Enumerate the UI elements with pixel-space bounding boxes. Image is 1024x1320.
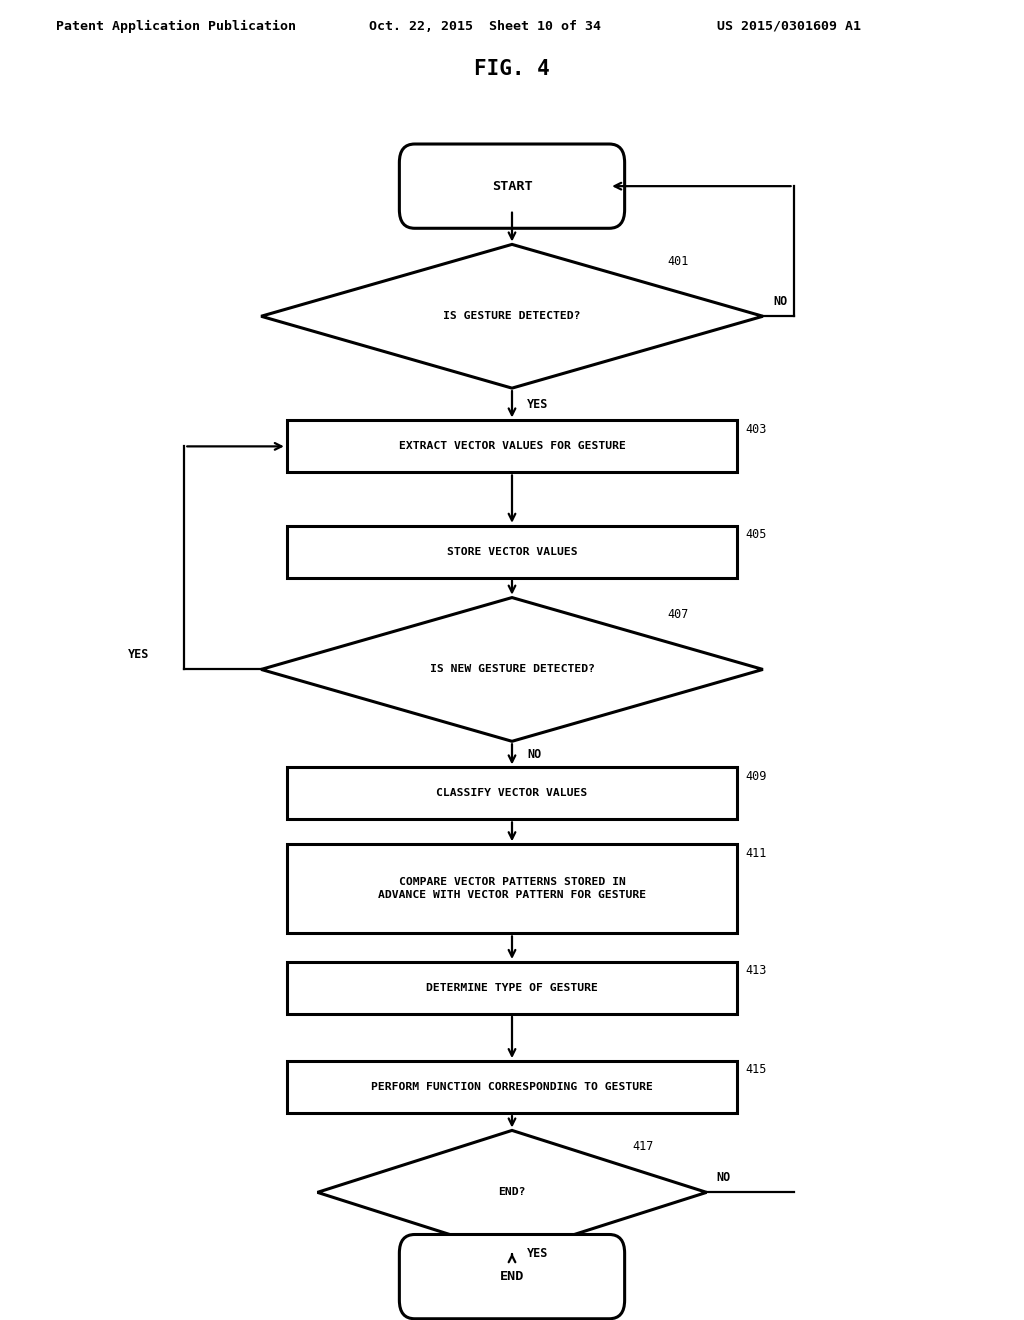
Text: 405: 405 [745, 528, 767, 541]
Text: 411: 411 [745, 846, 767, 859]
Text: START: START [492, 180, 532, 193]
Text: PERFORM FUNCTION CORRESPONDING TO GESTURE: PERFORM FUNCTION CORRESPONDING TO GESTUR… [371, 1082, 653, 1092]
Bar [287, 767, 737, 820]
Text: 407: 407 [668, 609, 689, 622]
Text: US 2015/0301609 A1: US 2015/0301609 A1 [717, 20, 861, 33]
Text: NO: NO [527, 748, 542, 760]
Text: 413: 413 [745, 965, 767, 977]
Text: END: END [500, 1270, 524, 1283]
Text: YES: YES [527, 397, 549, 411]
Text: DETERMINE TYPE OF GESTURE: DETERMINE TYPE OF GESTURE [426, 983, 598, 993]
Text: Oct. 22, 2015  Sheet 10 of 34: Oct. 22, 2015 Sheet 10 of 34 [369, 20, 601, 33]
Text: EXTRACT VECTOR VALUES FOR GESTURE: EXTRACT VECTOR VALUES FOR GESTURE [398, 441, 626, 451]
Text: NO: NO [773, 294, 787, 308]
Bar [287, 1061, 737, 1113]
FancyBboxPatch shape [399, 1234, 625, 1319]
Text: END?: END? [499, 1188, 525, 1197]
Text: 403: 403 [745, 422, 767, 436]
Text: NO: NO [717, 1171, 731, 1184]
Text: CLASSIFY VECTOR VALUES: CLASSIFY VECTOR VALUES [436, 788, 588, 799]
Bar [287, 962, 737, 1014]
Polygon shape [317, 1130, 707, 1254]
Text: 401: 401 [668, 255, 689, 268]
Text: COMPARE VECTOR PATTERNS STORED IN
ADVANCE WITH VECTOR PATTERN FOR GESTURE: COMPARE VECTOR PATTERNS STORED IN ADVANC… [378, 878, 646, 900]
Text: YES: YES [128, 648, 150, 661]
Text: 415: 415 [745, 1064, 767, 1077]
Text: IS GESTURE DETECTED?: IS GESTURE DETECTED? [443, 312, 581, 321]
Bar [287, 845, 737, 933]
Bar [287, 525, 737, 578]
Text: 417: 417 [633, 1139, 654, 1152]
Text: 409: 409 [745, 770, 767, 783]
Polygon shape [261, 598, 763, 742]
Text: IS NEW GESTURE DETECTED?: IS NEW GESTURE DETECTED? [429, 664, 595, 675]
FancyBboxPatch shape [399, 144, 625, 228]
Text: STORE VECTOR VALUES: STORE VECTOR VALUES [446, 546, 578, 557]
Polygon shape [261, 244, 763, 388]
Text: FIG. 4: FIG. 4 [474, 59, 550, 79]
Text: Patent Application Publication: Patent Application Publication [56, 20, 296, 33]
Bar [287, 420, 737, 473]
Text: YES: YES [527, 1247, 549, 1261]
